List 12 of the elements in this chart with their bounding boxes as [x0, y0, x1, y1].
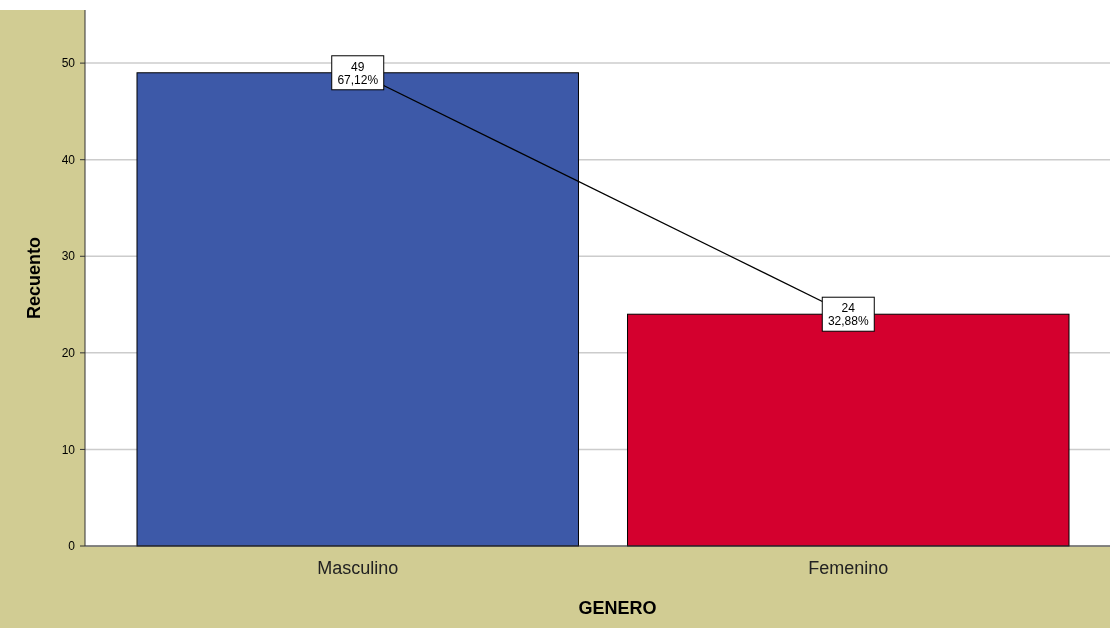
y-tick-label: 30: [61, 249, 76, 264]
x-tick-label: Masculino: [317, 558, 399, 578]
y-tick-label: 50: [61, 56, 76, 71]
y-tick-label: 40: [61, 152, 76, 167]
x-tick-label: Femenino: [808, 558, 889, 578]
y-tick-label: 20: [61, 346, 76, 361]
y-tick-label: 10: [61, 442, 76, 457]
y-axis-title: Recuento: [24, 236, 44, 320]
y-tick-label: 0: [68, 539, 76, 554]
x-axis-title: GENERO: [578, 598, 657, 618]
data-label: 49 67,12%: [337, 59, 379, 87]
data-label: 24 32,88%: [827, 301, 869, 329]
